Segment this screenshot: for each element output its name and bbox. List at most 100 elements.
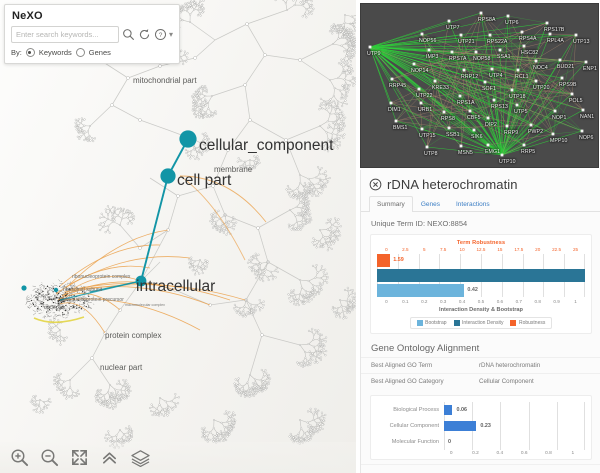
gene-node-label[interactable]: UTP5 <box>514 109 528 115</box>
tree-node-label[interactable]: cellular_component <box>199 137 334 154</box>
bar-interaction-density[interactable] <box>377 269 585 282</box>
tree-node-label[interactable]: ribonucleoprotein complex <box>72 274 131 280</box>
gene-node-label[interactable]: RPS4A <box>519 36 537 42</box>
gene-node-label[interactable]: NOP1 <box>552 115 567 121</box>
search-panel[interactable]: NeXO ? ▾ By: Keywo <box>4 4 180 64</box>
gene-node-label[interactable]: UTP21 <box>458 39 475 45</box>
help-icon[interactable]: ? <box>154 28 167 41</box>
bar-row-interaction-density[interactable] <box>377 269 585 282</box>
gene-node-label[interactable]: IMP3 <box>426 54 439 60</box>
tab-summary[interactable]: Summary <box>369 196 413 212</box>
tree-node-label[interactable]: nuclear part <box>100 363 143 372</box>
legend-bootstrap[interactable]: Bootstrap <box>416 320 447 326</box>
gene-node-label[interactable]: MPP10 <box>550 138 568 144</box>
tree-node-label[interactable]: protein complex <box>105 331 162 340</box>
tree-node-label[interactable]: nucleolus <box>44 305 66 311</box>
gene-node-label[interactable]: UTP6 <box>505 20 519 26</box>
detail-tabs[interactable]: Summary Genes Interactions <box>361 195 600 212</box>
gene-node-label[interactable]: RRP9 <box>504 130 519 136</box>
go-score-row[interactable]: Biological Process 0.06 <box>377 402 585 418</box>
gene-node-label[interactable]: NOC4 <box>533 65 548 71</box>
layers-icon[interactable] <box>130 448 151 467</box>
gene-node-label[interactable]: UTP9 <box>367 51 381 57</box>
gene-node-label[interactable]: UTP8 <box>424 151 438 157</box>
tree-node-label[interactable]: mitochondrial part <box>133 76 197 85</box>
legend-robustness[interactable]: Robustness <box>510 320 545 326</box>
gene-node-label[interactable]: RPS8 <box>441 116 455 122</box>
gene-node-label[interactable]: NAN1 <box>580 114 595 120</box>
gene-node-label[interactable]: RPS13 <box>491 104 508 110</box>
zoom-out-icon[interactable] <box>40 448 59 467</box>
search-input[interactable] <box>11 26 119 43</box>
bar-robustness[interactable] <box>377 254 391 267</box>
go-score-bar[interactable] <box>444 405 453 415</box>
gene-node-label[interactable]: RPS22A <box>487 39 508 45</box>
gene-node-label[interactable]: SSB1 <box>446 132 460 138</box>
gene-node-label[interactable]: RPS7A <box>449 56 467 62</box>
tree-node-label[interactable]: ribonucleoprotein precursor <box>63 297 124 303</box>
gene-node-label[interactable]: UTP20 <box>533 85 550 91</box>
gene-node-label[interactable]: RPS1A <box>457 100 475 106</box>
gene-node-label[interactable]: NOP58 <box>473 56 491 62</box>
tab-genes[interactable]: Genes <box>420 201 440 208</box>
bar-row-bootstrap[interactable]: 0.42 <box>377 284 585 297</box>
gene-node-label[interactable]: NOP14 <box>411 68 429 74</box>
gene-node-label[interactable]: URB1 <box>418 107 433 113</box>
go-score-bar[interactable] <box>444 421 477 431</box>
gene-node-label[interactable]: UTP10 <box>499 159 516 165</box>
term-detail-panel[interactable]: rDNA heterochromatin Summary Genes Inter… <box>360 170 600 473</box>
radio-genes[interactable] <box>75 48 85 57</box>
gene-node-label[interactable]: UTP22 <box>416 93 433 99</box>
go-score-row[interactable]: Cellular Component 0.23 <box>377 418 585 434</box>
chevron-down-icon[interactable]: ▾ <box>168 29 173 39</box>
gene-node-label[interactable]: SIK6 <box>471 134 483 140</box>
gene-node-label[interactable]: DIP2 <box>485 122 497 128</box>
gene-node-label[interactable]: NOP6 <box>579 135 594 141</box>
gene-node-label[interactable]: POL5 <box>569 98 583 104</box>
gene-node-label[interactable]: BMS1 <box>393 125 408 131</box>
gene-node-label[interactable]: RPL4A <box>547 38 564 44</box>
gene-node-label[interactable]: HSC82 <box>521 50 539 56</box>
gene-node-label[interactable]: RPS9B <box>559 82 577 88</box>
gene-node-label[interactable]: RPS8A <box>478 17 496 23</box>
gene-node-label[interactable]: RCL1 <box>515 74 529 80</box>
ontology-tree-graph[interactable] <box>0 0 356 473</box>
zoom-in-icon[interactable] <box>10 448 29 467</box>
gene-node-label[interactable]: RPS17B <box>544 27 565 33</box>
gene-node-label[interactable]: BUD21 <box>557 64 575 70</box>
gene-node-label[interactable]: NOP56 <box>419 38 437 44</box>
gene-node-label[interactable]: SOF1 <box>482 86 496 92</box>
gene-node-label[interactable]: PWP2 <box>528 129 544 135</box>
refresh-icon[interactable] <box>138 28 151 41</box>
radio-keywords[interactable] <box>25 48 35 57</box>
search-icon[interactable] <box>122 28 135 41</box>
gene-node-label[interactable]: RRP5 <box>521 149 536 155</box>
tree-node-label[interactable]: intracellular <box>136 278 216 295</box>
tree-toolbar[interactable] <box>0 442 356 473</box>
gene-node-label[interactable]: UTP7 <box>446 25 460 31</box>
gene-node-label[interactable]: CBF5 <box>467 115 481 121</box>
radio-genes-label[interactable]: Genes <box>88 48 111 57</box>
bar-row-robustness[interactable]: 1.59 <box>377 254 585 267</box>
gene-node-label[interactable]: RRP45 <box>389 83 407 89</box>
gene-node-label[interactable]: RRP12 <box>461 74 479 80</box>
gene-node-label[interactable]: UTP15 <box>419 133 436 139</box>
gene-node-label[interactable]: ENP1 <box>583 66 597 72</box>
gene-node-label[interactable]: UTP18 <box>509 94 526 100</box>
close-circle-icon[interactable] <box>369 178 382 191</box>
gene-node-label[interactable]: DIM1 <box>388 107 401 113</box>
gene-node-label[interactable]: SSA1 <box>497 54 511 60</box>
gene-node-label[interactable]: UTP4 <box>489 73 503 79</box>
gene-node-label[interactable]: EMG1 <box>485 149 501 155</box>
fit-to-screen-icon[interactable] <box>70 448 89 467</box>
go-score-row[interactable]: Molecular Function 0 <box>377 434 585 450</box>
legend-interaction-density[interactable]: Interaction Density <box>453 320 503 326</box>
tree-node-label[interactable]: cell part <box>177 172 232 189</box>
tab-interactions[interactable]: Interactions <box>455 201 490 208</box>
gene-interaction-network[interactable]: UTP9 NOP56 UTP7 RPS8A UTP6 RPS17B UTP21 RPS22A R… <box>360 3 599 168</box>
tree-node-label[interactable]: macromolecular complex <box>125 303 165 307</box>
tree-node-label[interactable]: ribosomal subunit <box>63 287 103 293</box>
gene-node-label[interactable]: UTP13 <box>573 39 590 45</box>
radio-keywords-label[interactable]: Keywords <box>38 48 72 57</box>
